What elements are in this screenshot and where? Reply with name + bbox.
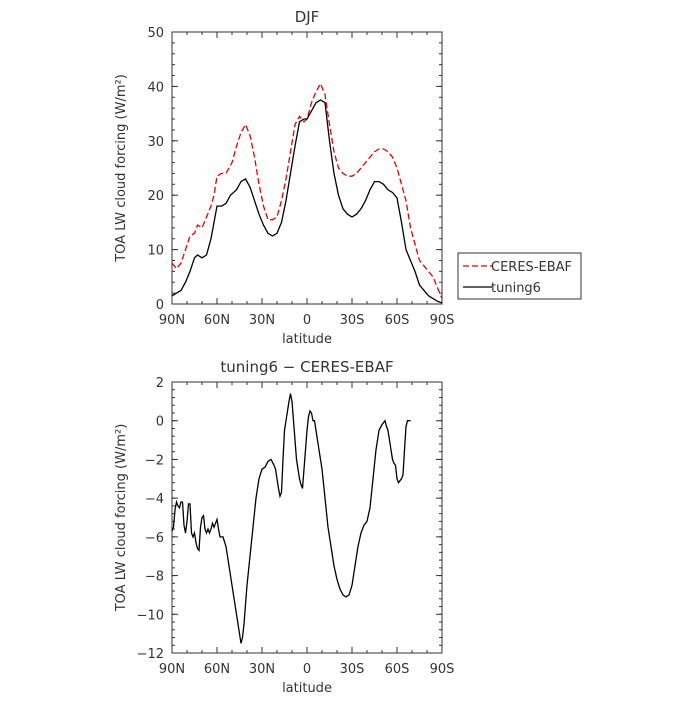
- y-tick-label: 50: [147, 26, 164, 41]
- y-tick-label: 0: [156, 415, 164, 430]
- series-line-ceres-ebaf: [172, 82, 442, 299]
- x-tick-label: 60S: [385, 313, 410, 328]
- y-tick-label: 0: [156, 298, 164, 313]
- x-tick-label: 30N: [249, 313, 275, 328]
- y-tick-label: 30: [147, 135, 164, 150]
- series-line-tuning6: [172, 99, 442, 304]
- plot-frame: [171, 31, 443, 305]
- y-tick-label: 2: [156, 376, 164, 391]
- y-axis-label: TOA LW cloud forcing (W/m²): [114, 424, 129, 613]
- series-line-difference: [172, 393, 411, 644]
- y-tick-label: −12: [137, 647, 164, 662]
- x-tick-label: 90S: [430, 313, 455, 328]
- y-tick-label: −8: [145, 570, 164, 585]
- x-axis-label: latitude: [282, 681, 332, 696]
- x-tick-label: 30S: [340, 313, 365, 328]
- x-tick-label: 0: [303, 313, 311, 328]
- chart-panel-2: −12 −10 −8 −6 −4 −2 0 2 90N 60N 30N 0 30S 60S 90S tunin…: [114, 358, 454, 696]
- y-tick-label: −6: [145, 531, 164, 546]
- chart-panel-1: 0 10 20 30 40 50 90N 60N 30N 0 30S 60S 90S DJF latitud…: [114, 8, 582, 347]
- x-tick-label: 60N: [204, 662, 230, 677]
- x-tick-label: 90N: [159, 662, 185, 677]
- plot-frame: [171, 381, 443, 654]
- legend-frame: [457, 252, 582, 300]
- x-tick-label: 90N: [159, 313, 185, 328]
- y-tick-label: 40: [147, 80, 164, 95]
- y-axis-label: TOA LW cloud forcing (W/m²): [114, 74, 129, 263]
- y-tick-label: −10: [137, 608, 164, 623]
- x-tick-label: 30N: [249, 662, 275, 677]
- y-tick-label: −2: [145, 453, 164, 468]
- y-tick-label: −4: [145, 492, 164, 507]
- chart-title: DJF: [295, 8, 320, 26]
- x-tick-label: 90S: [430, 662, 455, 677]
- chart-title: tuning6 − CERES-EBAF: [220, 358, 393, 376]
- x-tick-label: 0: [303, 662, 311, 677]
- y-tick-label: 10: [147, 244, 164, 259]
- legend-label: CERES-EBAF: [491, 260, 572, 275]
- legend-label: tuning6: [491, 281, 541, 296]
- legend: CERES-EBAF tuning6: [457, 252, 582, 300]
- x-axis-label: latitude: [282, 332, 332, 347]
- x-tick-label: 60S: [385, 662, 410, 677]
- x-tick-label: 30S: [340, 662, 365, 677]
- y-tick-label: 20: [147, 189, 164, 204]
- x-tick-label: 60N: [204, 313, 230, 328]
